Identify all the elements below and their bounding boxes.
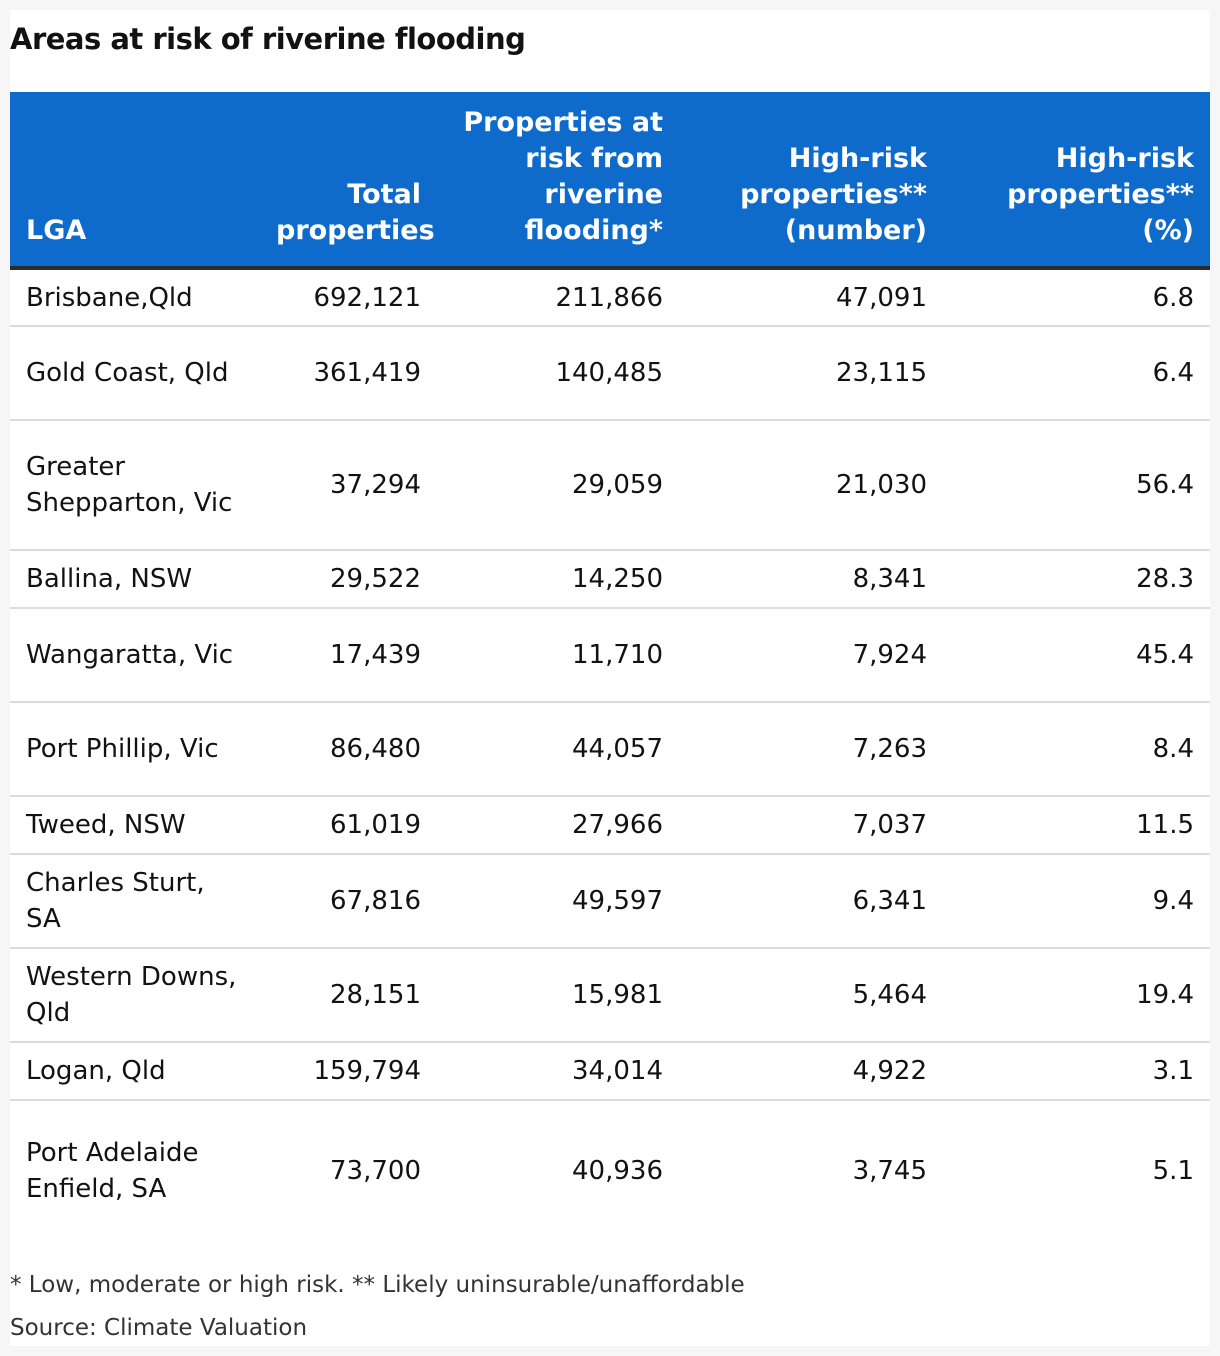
column-header-high-risk-number: High-risk properties** (number) [679, 92, 943, 270]
chart-title: Areas at risk of riverine flooding [10, 22, 526, 56]
column-header-lga: LGA [10, 92, 260, 270]
column-header-properties-at-risk: Properties at risk from riverine floodin… [437, 92, 679, 270]
cell-properties-at-risk: 29,059 [437, 420, 679, 551]
cell-lga: Tweed, NSW [10, 796, 260, 855]
cell-high-risk-number: 8,341 [679, 550, 943, 609]
cell-high-risk-percent: 56.4 [943, 420, 1210, 551]
table-row: Port Adelaide Enfield, SA 73,700 40,936 3,7… [10, 1100, 1210, 1240]
column-header-total-properties: Total properties [260, 92, 437, 270]
table-row: Greater Shepparton, Vic 37,294 29,059 21,03… [10, 420, 1210, 551]
cell-properties-at-risk: 14,250 [437, 550, 679, 609]
cell-high-risk-number: 21,030 [679, 420, 943, 551]
source-note: Source: Climate Valuation [10, 1315, 308, 1341]
cell-total-properties: 61,019 [260, 796, 437, 855]
cell-properties-at-risk: 27,966 [437, 796, 679, 855]
cell-high-risk-number: 7,263 [679, 702, 943, 797]
table-row: Tweed, NSW 61,019 27,966 7,037 11.5 [10, 796, 1210, 855]
cell-total-properties: 73,700 [330, 1155, 421, 1186]
cell-total-properties: 86,480 [260, 702, 437, 797]
cell-properties-at-risk: 140,485 [437, 326, 679, 421]
cell-total-properties: 28,151 [260, 948, 437, 1043]
cell-lga: Wangaratta, Vic [10, 608, 260, 703]
footnote: * Low, moderate or high risk. ** Likely … [10, 1272, 745, 1298]
cell-high-risk-percent: 19.4 [943, 948, 1210, 1043]
cell-properties-at-risk: 34,014 [437, 1042, 679, 1101]
cell-properties-at-risk: 211,866 [437, 268, 679, 327]
cell-high-risk-number: 23,115 [679, 326, 943, 421]
cell-total-properties: 29,522 [260, 550, 437, 609]
cell-high-risk-percent: 5.1 [1152, 1155, 1194, 1186]
cell-high-risk-number: 3,745 [852, 1155, 927, 1186]
cell-lga: Port Phillip, Vic [10, 702, 260, 797]
flood-risk-table: LGA Total properties Properties at risk … [10, 92, 1210, 1240]
cell-lga: Gold Coast, Qld [10, 326, 260, 421]
cell-properties-at-risk: 11,710 [437, 608, 679, 703]
table-row: Port Phillip, Vic 86,480 44,057 7,263 8.4 [10, 702, 1210, 797]
cell-total-properties: 37,294 [260, 420, 437, 551]
cell-high-risk-percent: 6.4 [943, 326, 1210, 421]
cell-total-properties: 159,794 [260, 1042, 437, 1101]
cell-high-risk-percent: 11.5 [943, 796, 1210, 855]
table-row: Charles Sturt, SA 67,816 49,597 6,341 9.4 [10, 854, 1210, 949]
cell-high-risk-percent: 3.1 [943, 1042, 1210, 1101]
table-row: Brisbane,Qld 692,121 211,866 47,091 6.8 [10, 268, 1210, 327]
chart-card: Areas at risk of riverine flooding LGA T… [10, 10, 1210, 1346]
cell-properties-at-risk: 44,057 [437, 702, 679, 797]
cell-high-risk-number: 6,341 [679, 854, 943, 949]
cell-high-risk-percent: 6.8 [943, 268, 1210, 327]
cell-properties-at-risk: 40,936 [572, 1155, 663, 1186]
cell-high-risk-number: 7,924 [679, 608, 943, 703]
cell-lga: Port Adelaide Enfield, SA [26, 1137, 199, 1204]
cell-high-risk-percent: 8.4 [943, 702, 1210, 797]
table-row: Logan, Qld 159,794 34,014 4,922 3.1 [10, 1042, 1210, 1101]
cell-high-risk-number: 47,091 [679, 268, 943, 327]
cell-lga: Brisbane,Qld [10, 268, 260, 327]
table-row: Gold Coast, Qld 361,419 140,485 23,115 6.4 [10, 326, 1210, 421]
cell-total-properties: 67,816 [260, 854, 437, 949]
cell-high-risk-percent: 28.3 [943, 550, 1210, 609]
table-row: Western Downs, Qld 28,151 15,981 5,464 19.4 [10, 948, 1210, 1043]
table-header-row: LGA Total properties Properties at risk … [10, 92, 1210, 270]
cell-high-risk-number: 4,922 [679, 1042, 943, 1101]
cell-lga: Western Downs, Qld [10, 948, 260, 1043]
cell-lga: Charles Sturt, SA [10, 854, 260, 949]
cell-lga: Ballina, NSW [10, 550, 260, 609]
table-row: Wangaratta, Vic 17,439 11,710 7,924 45.4 [10, 608, 1210, 703]
cell-total-properties: 17,439 [260, 608, 437, 703]
cell-properties-at-risk: 49,597 [437, 854, 679, 949]
cell-lga: Greater Shepparton, Vic [10, 420, 260, 551]
cell-high-risk-number: 5,464 [679, 948, 943, 1043]
cell-high-risk-number: 7,037 [679, 796, 943, 855]
cell-total-properties: 692,121 [260, 268, 437, 327]
cell-lga: Logan, Qld [10, 1042, 260, 1101]
table-row: Ballina, NSW 29,522 14,250 8,341 28.3 [10, 550, 1210, 609]
table-body: Brisbane,Qld 692,121 211,866 47,091 6.8 Gold … [10, 268, 1210, 1240]
cell-properties-at-risk: 15,981 [437, 948, 679, 1043]
cell-high-risk-percent: 45.4 [943, 608, 1210, 703]
cell-high-risk-percent: 9.4 [943, 854, 1210, 949]
cell-total-properties: 361,419 [260, 326, 437, 421]
column-header-high-risk-percent: High-risk properties** (%) [943, 92, 1210, 270]
